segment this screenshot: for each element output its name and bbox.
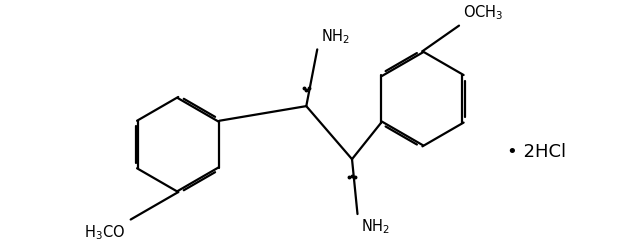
Text: H$_3$CO: H$_3$CO [84,223,125,242]
Text: NH$_2$: NH$_2$ [361,218,390,236]
Text: NH$_2$: NH$_2$ [321,27,350,46]
Text: OCH$_3$: OCH$_3$ [463,3,503,22]
Text: • 2HCl: • 2HCl [508,143,566,161]
